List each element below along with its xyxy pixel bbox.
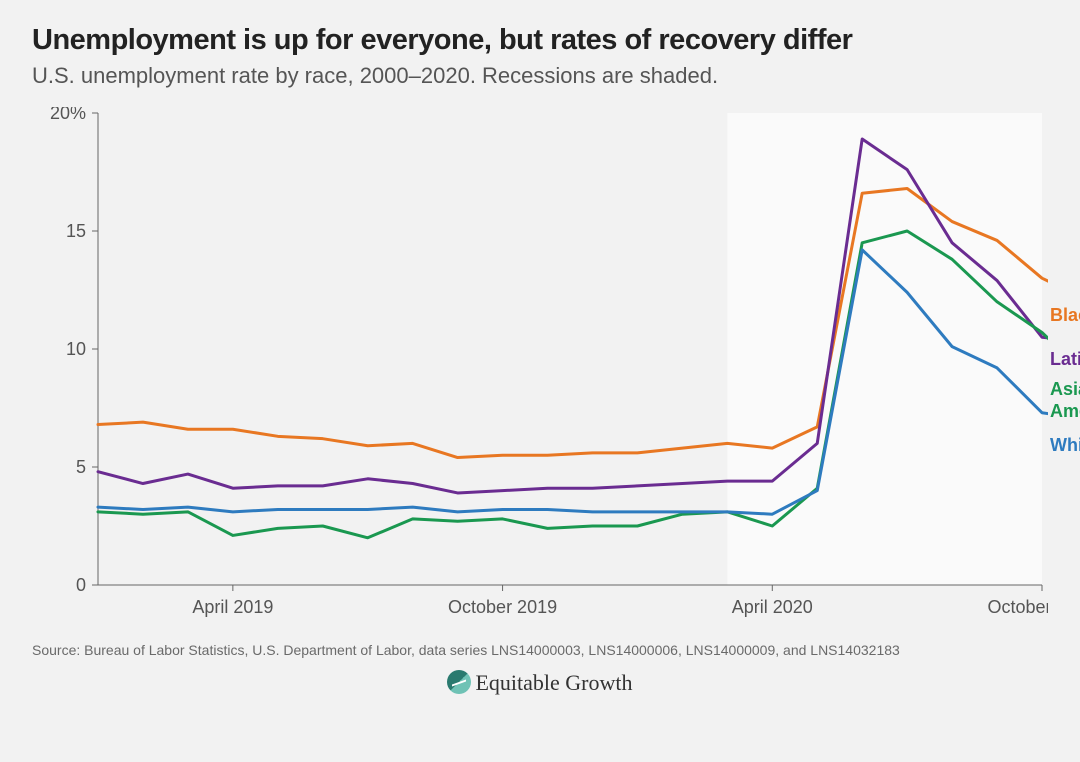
series-label-latinx: Latinx bbox=[1050, 349, 1080, 370]
brand-footer: Equitable Growth bbox=[32, 670, 1048, 696]
y-tick-label: 15 bbox=[66, 221, 86, 241]
line-chart-svg: 0 5 10 15 20% April 2019 October 2019 April 202… bbox=[32, 107, 1048, 627]
series-label-black: Black bbox=[1050, 305, 1080, 326]
series-label-asian: Asian bbox=[1050, 379, 1080, 400]
y-tick-label: 20% bbox=[50, 107, 86, 123]
x-tick-label: October 2020 bbox=[987, 597, 1048, 617]
y-tick-label: 5 bbox=[76, 457, 86, 477]
x-tick-label: October 2019 bbox=[448, 597, 557, 617]
y-tick-label: 10 bbox=[66, 339, 86, 359]
brand-name: Equitable Growth bbox=[475, 670, 632, 695]
chart-container: Unemployment is up for everyone, but rat… bbox=[0, 0, 1080, 762]
x-tick-label: April 2020 bbox=[732, 597, 813, 617]
source-text: Source: Bureau of Labor Statistics, U.S.… bbox=[32, 641, 1048, 660]
series-label-american: American bbox=[1050, 401, 1080, 422]
chart-subtitle: U.S. unemployment rate by race, 2000–202… bbox=[32, 63, 1048, 89]
brand-logo-icon bbox=[447, 670, 471, 694]
y-tick-label: 0 bbox=[76, 575, 86, 595]
chart-area: 0 5 10 15 20% April 2019 October 2019 April 202… bbox=[32, 107, 1048, 627]
chart-title: Unemployment is up for everyone, but rat… bbox=[32, 24, 1048, 57]
series-label-white: White bbox=[1050, 435, 1080, 456]
x-tick-label: April 2019 bbox=[192, 597, 273, 617]
